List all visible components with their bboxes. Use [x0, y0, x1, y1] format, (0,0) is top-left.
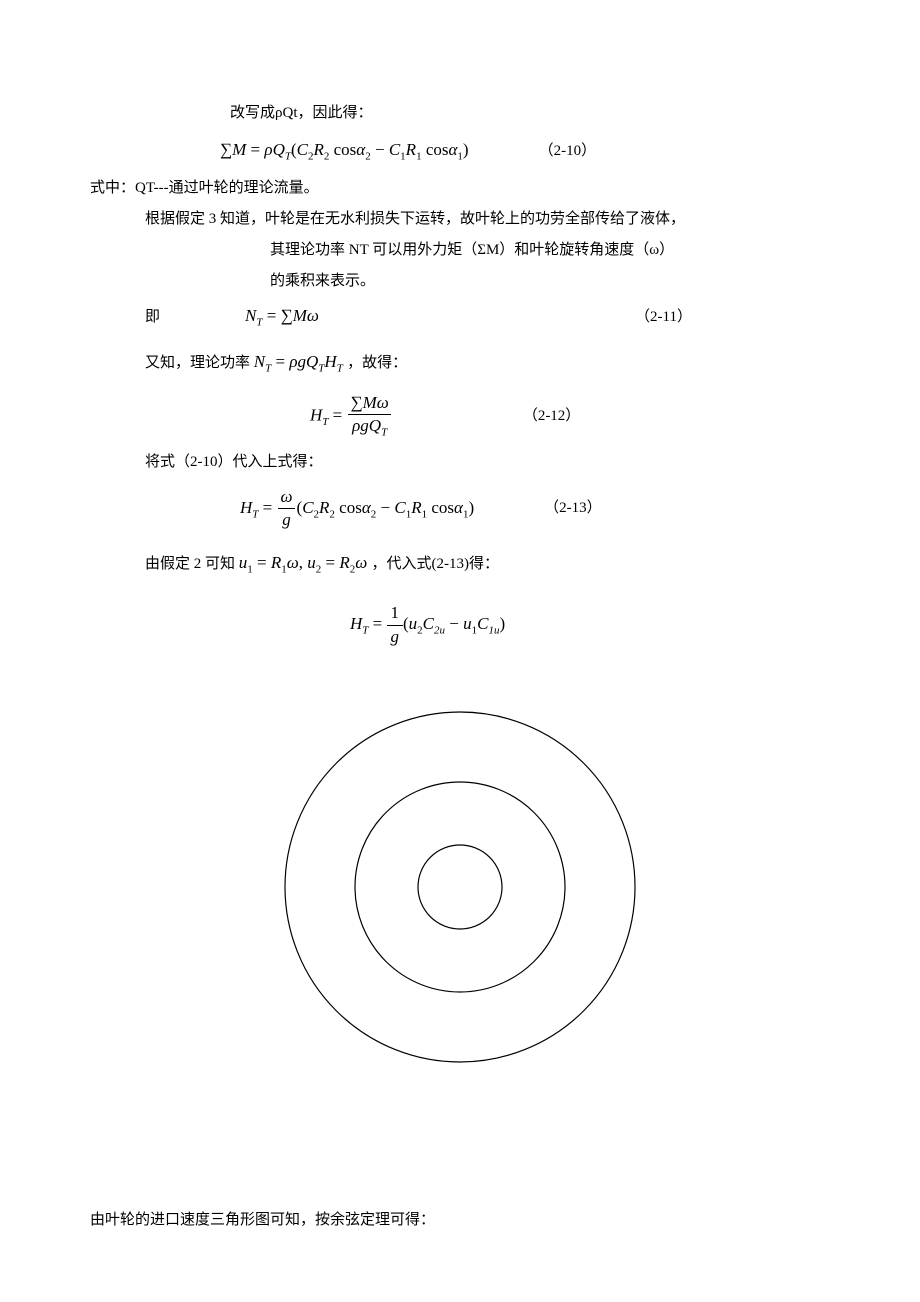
equation-2-12: HT = ∑MωρgQT （2-12） [90, 394, 830, 439]
prefix: 由假定 2 可知 [145, 556, 235, 572]
text: 由叶轮的进口速度三角形图可知，按余弦定理可得： [90, 1212, 435, 1228]
concentric-circles-diagram [90, 707, 830, 1067]
text: 其理论功率 NT 可以用外力矩（ΣM）和叶轮旋转角速度（ω） [270, 242, 674, 258]
text: 的乘积来表示。 [270, 273, 375, 289]
eq-label: （2-11） [635, 304, 692, 331]
equation-2-10: ∑M = ρQT(C2R2 cosα2 − C1R1 cosα1) （2-10） [90, 135, 830, 167]
cosine-law-line: 由叶轮的进口速度三角形图可知，按余弦定理可得： [90, 1207, 830, 1234]
eq-content: ∑M = ρQT(C2R2 cosα2 − C1R1 cosα1) [220, 135, 469, 167]
assumption-3-line-a: 根据假定 3 知道，叶轮是在无水利损失下运转，故叶轮上的功劳全部传给了液体， [90, 206, 830, 233]
eq-content: HT = ∑MωρgQT [310, 394, 393, 439]
eq-content: HT = 1g(u2C2u − u1C1u) [350, 604, 505, 646]
intro-rewrite-line: 改写成ρQt，因此得： [90, 100, 830, 127]
text: 将式（2-10）代入上式得： [145, 454, 323, 470]
eq-label: （2-10） [539, 138, 597, 165]
theoretical-power-line: 又知，理论功率 NT = ρgQTHT ，故得： [90, 347, 830, 379]
equation-ht-final: HT = 1g(u2C2u − u1C1u) [90, 604, 830, 646]
text: 式中：QT---通过叶轮的理论流量。 [90, 180, 319, 196]
assumption-3-line-c: 的乘积来表示。 [90, 268, 830, 295]
eq-content: HT = ωg(C2R2 cosα2 − C1R1 cosα1) [240, 488, 474, 530]
eq-content: NT = ∑Mω [245, 301, 475, 333]
assumption-2-line: 由假定 2 可知 u1 = R1ω, u2 = R2ω ，代入式(2-13)得： [90, 548, 830, 580]
equation-2-13: HT = ωg(C2R2 cosα2 − C1R1 cosα1) （2-13） [90, 488, 830, 530]
qt-definition: 式中：QT---通过叶轮的理论流量。 [90, 175, 830, 202]
text: 根据假定 3 知道，叶轮是在无水利损失下运转，故叶轮上的功劳全部传给了液体， [145, 211, 685, 227]
equation-2-11: 即 NT = ∑Mω （2-11） [90, 301, 830, 333]
eq-label: （2-12） [523, 403, 581, 430]
eq-label: （2-13） [544, 495, 602, 522]
u-expressions: u1 = R1ω, u2 = R2ω [239, 553, 372, 572]
circles-svg [270, 707, 650, 1067]
text: 改写成ρQt，因此得： [230, 105, 373, 121]
ji-prefix: 即 [145, 304, 245, 331]
suffix: ，故得： [347, 355, 407, 371]
substitute-210-line: 将式（2-10）代入上式得： [90, 449, 830, 476]
suffix: ，代入式(2-13)得： [372, 556, 500, 572]
spacer [90, 1147, 830, 1207]
prefix: 又知，理论功率 [145, 355, 250, 371]
nt-expression: NT = ρgQTHT [254, 352, 347, 371]
assumption-3-line-b: 其理论功率 NT 可以用外力矩（ΣM）和叶轮旋转角速度（ω） [90, 237, 830, 264]
